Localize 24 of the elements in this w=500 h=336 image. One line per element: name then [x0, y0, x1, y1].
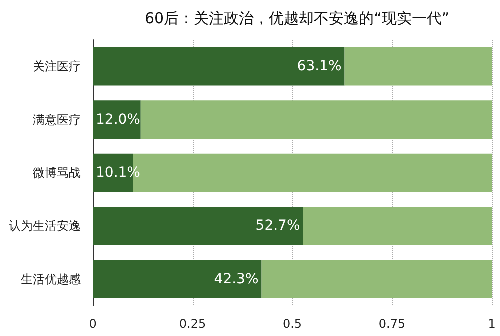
y-tick-label: 关注医疗 — [33, 60, 81, 74]
data-label: 42.3% — [214, 271, 259, 288]
bar — [303, 207, 492, 246]
y-tick-label: 微博骂战 — [33, 166, 81, 180]
y-tick-label: 认为生活安逸 — [9, 219, 81, 234]
bar — [93, 260, 262, 299]
data-label: 52.7% — [256, 218, 300, 234]
bar — [93, 207, 304, 246]
bar — [93, 47, 345, 86]
data-label: 10.1% — [96, 165, 140, 181]
x-tick-label: 1 — [488, 317, 496, 331]
x-tick-label: 0.75 — [378, 317, 406, 331]
bar — [93, 100, 141, 139]
chart-title: 60后：关注政治，优越却不安逸的“现实一代” — [145, 10, 450, 28]
y-tick-label: 满意医疗 — [33, 112, 81, 127]
x-tick-label: 0.25 — [179, 317, 206, 331]
bar — [140, 100, 492, 139]
bar — [344, 47, 492, 86]
y-tick-label: 生活优越感 — [21, 272, 81, 286]
data-label: 12.0% — [96, 112, 140, 128]
bar — [262, 260, 492, 299]
x-tick-label: 0 — [89, 317, 97, 331]
data-label: 63.1% — [297, 58, 342, 75]
x-tick-label: 0.5 — [282, 317, 302, 331]
